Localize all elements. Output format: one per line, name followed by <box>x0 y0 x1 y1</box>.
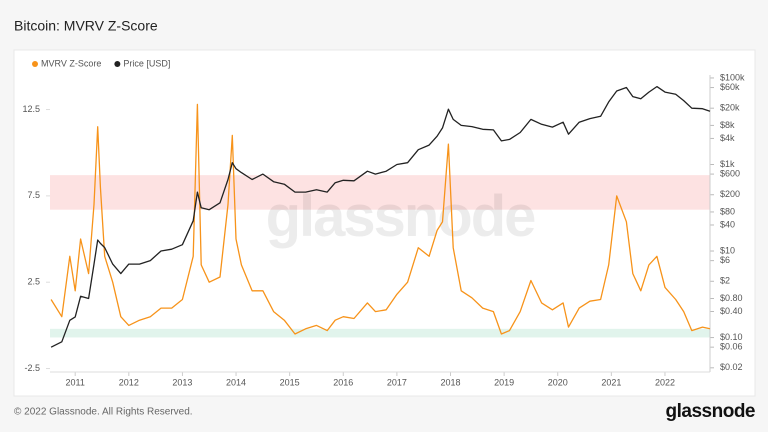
x-tick-label: 2017 <box>387 377 407 387</box>
y2-tick-label: $600 <box>720 168 740 178</box>
watermark: glassnode <box>266 184 536 249</box>
chart-title: Bitcoin: MVRV Z-Score <box>14 18 158 34</box>
x-tick-label: 2016 <box>333 377 353 387</box>
logo: glassnode <box>666 401 755 422</box>
series-line <box>50 85 711 348</box>
y2-tick-label: $100k <box>720 72 745 82</box>
series-line <box>50 103 711 335</box>
x-tick-label: 2015 <box>280 377 300 387</box>
zone-band <box>50 175 710 210</box>
legend-label: MVRV Z-Score <box>41 58 101 68</box>
y2-tick-label: $0.06 <box>720 342 743 352</box>
x-tick-label: 2011 <box>66 377 85 387</box>
x-tick-label: 2012 <box>119 377 139 387</box>
y-tick-label: 2.5 <box>27 277 40 287</box>
y-tick-label: -2.5 <box>24 363 40 373</box>
y2-tick-label: $0.10 <box>720 332 743 342</box>
y2-tick-label: $10 <box>720 245 735 255</box>
x-tick-label: 2020 <box>548 377 568 387</box>
y-tick-label: 7.5 <box>27 190 40 200</box>
y2-tick-label: $60k <box>720 82 740 92</box>
y2-tick-label: $4k <box>720 133 735 143</box>
y2-tick-label: $1k <box>720 159 735 169</box>
footer: © 2022 Glassnode. All Rights Reserved. <box>14 407 193 418</box>
legend-marker <box>32 61 38 67</box>
y2-tick-label: $40 <box>720 219 735 229</box>
y2-tick-label: $80 <box>720 206 735 216</box>
y2-tick-label: $2 <box>720 276 730 286</box>
y2-tick-label: $200 <box>720 189 740 199</box>
x-tick-label: 2013 <box>172 377 192 387</box>
x-tick-label: 2021 <box>601 377 621 387</box>
y2-tick-label: $0.02 <box>720 362 743 372</box>
y2-tick-label: $6 <box>720 255 730 265</box>
chart-panel <box>13 49 756 397</box>
zone-band <box>50 328 710 338</box>
y2-tick-label: $8k <box>720 120 735 130</box>
y2-tick-label: $20k <box>720 103 740 113</box>
x-tick-label: 2022 <box>655 377 675 387</box>
y2-tick-label: $0.80 <box>720 293 743 303</box>
x-tick-label: 2018 <box>440 377 460 387</box>
x-tick-label: 2014 <box>226 377 246 387</box>
legend-label: Price [USD] <box>123 58 170 68</box>
x-tick-label: 2019 <box>494 377 514 387</box>
y2-tick-label: $0.40 <box>720 306 743 316</box>
y-tick-label: 12.5 <box>22 104 40 114</box>
legend-marker <box>114 61 121 67</box>
